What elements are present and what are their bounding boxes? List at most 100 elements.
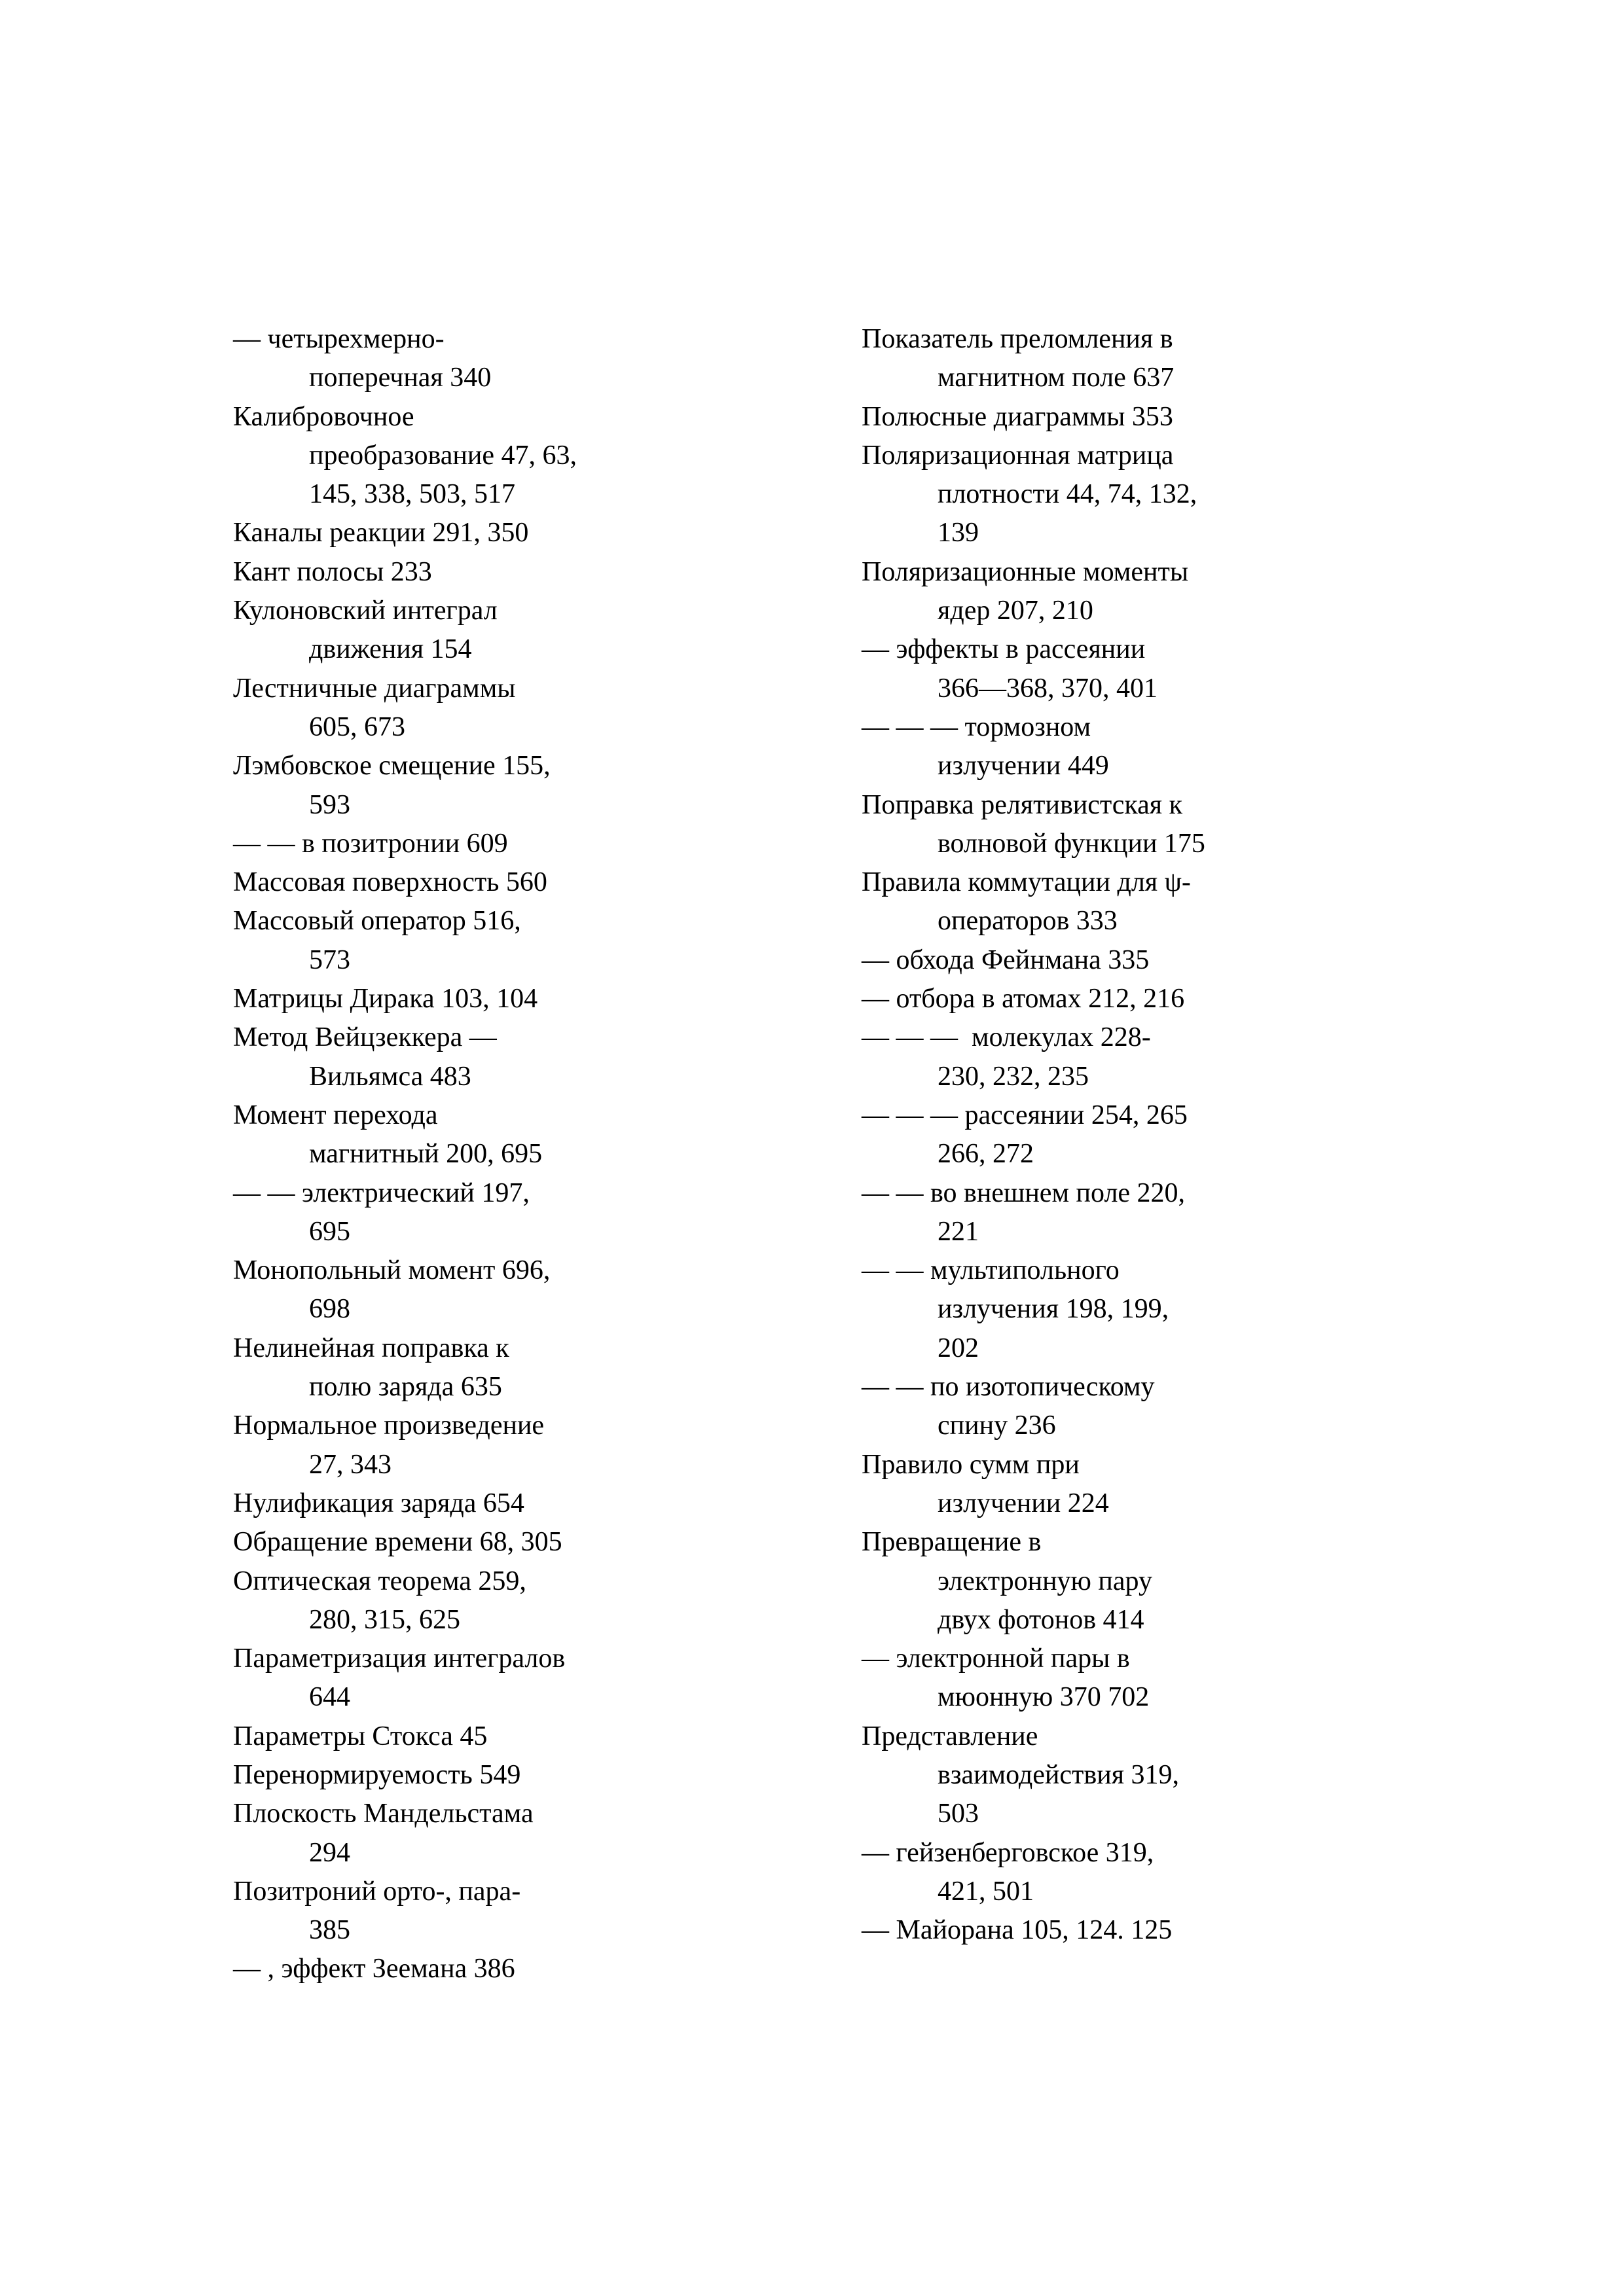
index-entry: — эффекты в рассеянии 366—368, 370, 401: [862, 630, 1451, 708]
index-entry: — — — тормозном излучении 449: [862, 708, 1451, 786]
index-entry-term: Кулоновский интеграл: [233, 596, 498, 626]
index-entry-term: Массовый оператор 516,: [233, 906, 521, 937]
index-entry-continuation: 644: [309, 1682, 350, 1713]
index-entry-term: — , эффект Зеемана 386: [233, 1954, 515, 1984]
index-entry-term: Кант полосы 233: [233, 556, 432, 587]
index-entry: Кулоновский интеграл движения 154: [233, 592, 809, 670]
index-entry: Массовый оператор 516, 573: [233, 902, 809, 980]
index-entry-continuation: преобразование 47, 63,: [309, 440, 577, 471]
index-entry-term: Правила коммутации для ψ-: [862, 867, 1191, 898]
index-entry-term: Показатель преломления в: [862, 324, 1173, 354]
index-column-left: — четырехмерно-поперечная 340 Калибровочн…: [233, 320, 809, 1989]
index-entry-term: Параметры Стокса 45: [233, 1721, 488, 1751]
index-entry-term: — — — молекулах 228-: [862, 1022, 1151, 1053]
index-entry: Показатель преломления в магнитном поле 6…: [862, 320, 1451, 398]
index-entry-term: — — электрический 197,: [233, 1177, 530, 1208]
index-entry-continuation: полю заряда 635: [309, 1372, 502, 1403]
index-entry-term: Момент перехода: [233, 1100, 438, 1130]
index-entry-continuation: 573: [309, 944, 350, 975]
index-entry: Перенормируемость 549: [233, 1756, 809, 1795]
index-entry-term: Перенормируемость 549: [233, 1759, 521, 1790]
index-entry-term: Нормальное произведение: [233, 1410, 545, 1441]
index-entry-term: — — во внешнем поле 220,: [862, 1177, 1186, 1208]
index-entry-term: — гейзенберговское 319,: [862, 1837, 1154, 1868]
index-entry-term: — — — тормозном: [862, 711, 1091, 742]
index-entry-continuation: волновой функции 175: [938, 828, 1205, 859]
index-entry-continuation: плотности 44, 74, 132,: [938, 479, 1197, 510]
index-entry-continuation: 139: [938, 518, 979, 548]
index-entry-continuation: магнитный 200, 695: [309, 1139, 543, 1170]
index-entry: — — во внешнем поле 220, 221: [862, 1174, 1451, 1252]
index-entry: — — электрический 197, 695: [233, 1174, 809, 1252]
index-entry: Монопольный момент 696, 698: [233, 1251, 809, 1329]
index-entry-continuation: электронную пару: [938, 1566, 1152, 1596]
index-entry: Кант полосы 233: [233, 553, 809, 592]
index-entry: — — по изотопическому спину 236: [862, 1368, 1451, 1446]
index-entry-term: — — — рассеянии 254, 265: [862, 1100, 1188, 1130]
index-entry-continuation: 698: [309, 1294, 350, 1325]
index-entry: Превращение в электронную пару двух фотоно…: [862, 1523, 1451, 1640]
index-entry-term: — — мультипольного: [862, 1255, 1120, 1286]
index-entry: Параметризация интегралов 644: [233, 1640, 809, 1717]
index-entry-term: Нулификация заряда 654: [233, 1488, 524, 1518]
index-entry-continuation: спину 236: [938, 1410, 1056, 1441]
index-column-right: Показатель преломления в магнитном поле 6…: [862, 320, 1451, 1950]
index-entry-term: Превращение в: [862, 1527, 1042, 1558]
index-entry-term: — отбора в атомах 212, 216: [862, 984, 1185, 1014]
index-entry: Матрицы Дирака 103, 104: [233, 980, 809, 1018]
index-entry-term: Монопольный момент 696,: [233, 1255, 551, 1286]
index-entry: Массовая поверхность 560: [233, 863, 809, 902]
index-entry-term: — четырехмерно-: [233, 324, 445, 354]
index-entry: — — в позитронии 609: [233, 825, 809, 863]
index-entry-continuation: излучении 224: [938, 1488, 1109, 1518]
index-entry-term: Нелинейная поправка к: [233, 1333, 509, 1363]
index-entry-continuation: 366—368, 370, 401: [938, 673, 1158, 704]
index-entry-term: Правило сумм при: [862, 1449, 1080, 1480]
index-entry-continuation: 27, 343: [309, 1449, 392, 1480]
index-entry: Нулификация заряда 654: [233, 1484, 809, 1523]
index-entry-continuation: 695: [309, 1216, 350, 1247]
index-entry: Нелинейная поправка к полю заряда 635: [233, 1329, 809, 1407]
index-entry-continuation: 503: [938, 1799, 979, 1829]
index-entry: Представление взаимодействия 319, 503: [862, 1717, 1451, 1834]
index-entry: Момент перехода магнитный 200, 695: [233, 1096, 809, 1174]
index-entry-term: Параметризация интегралов: [233, 1643, 566, 1674]
index-entry-term: Метод Вейцзеккера —: [233, 1022, 497, 1053]
index-entry: Параметры Стокса 45: [233, 1717, 809, 1756]
index-entry: Обращение времени 68, 305: [233, 1523, 809, 1562]
index-entry-continuation: 145, 338, 503, 517: [309, 479, 515, 510]
index-entry: Позитроний орто-, пара- 385: [233, 1873, 809, 1950]
index-entry-term: — обхода Фейнмана 335: [862, 944, 1150, 975]
index-entry-term: — — в позитронии 609: [233, 828, 508, 859]
index-entry-term: Матрицы Дирака 103, 104: [233, 984, 538, 1014]
index-entry-term: Полюсные диаграммы 353: [862, 401, 1173, 432]
index-entry-term: Лэмбовское смещение 155,: [233, 751, 551, 781]
index-entry-term: Позитроний орто-, пара-: [233, 1876, 521, 1907]
index-entry-term: Обращение времени 68, 305: [233, 1527, 562, 1558]
index-entry-continuation: 230, 232, 235: [938, 1061, 1089, 1092]
index-entry: Лэмбовское смещение 155, 593: [233, 747, 809, 825]
index-entry: Правило сумм при излучении 224: [862, 1446, 1451, 1524]
index-entry-continuation: 280, 315, 625: [309, 1604, 460, 1635]
index-entry-term: Лестничные диаграммы: [233, 673, 516, 704]
index-entry: — — — молекулах 228- 230, 232, 235: [862, 1018, 1451, 1096]
index-entry-term: Поляризационные моменты: [862, 556, 1189, 587]
index-entry-term: Оптическая теорема 259,: [233, 1566, 526, 1596]
index-entry-continuation: мюонную 370 702: [938, 1682, 1150, 1713]
index-entry-continuation: 266, 272: [938, 1139, 1034, 1170]
index-entry-continuation: двух фотонов 414: [938, 1604, 1144, 1635]
index-entry-term: — — по изотопическому: [862, 1372, 1155, 1403]
index-entry-continuation: 221: [938, 1216, 979, 1247]
index-entry-continuation: магнитном поле 637: [938, 363, 1175, 393]
index-entry-continuation: излучении 449: [938, 751, 1109, 781]
index-entry: — Майорана 105, 124. 125: [862, 1911, 1451, 1950]
index-entry: Каналы реакции 291, 350: [233, 514, 809, 552]
index-entry: — обхода Фейнмана 335: [862, 941, 1451, 980]
index-entry: — гейзенберговское 319, 421, 501: [862, 1834, 1451, 1912]
index-entry: Правила коммутации для ψ-операторов 333: [862, 863, 1451, 941]
index-entry-term: Поляризационная матрица: [862, 440, 1174, 471]
index-entry-term: Каналы реакции 291, 350: [233, 518, 529, 548]
index-entry: Лестничные диаграммы 605, 673: [233, 670, 809, 747]
index-entry-term: Поправка релятивистская к: [862, 789, 1183, 820]
index-entry: Метод Вейцзеккера — Вильямса 483: [233, 1018, 809, 1096]
